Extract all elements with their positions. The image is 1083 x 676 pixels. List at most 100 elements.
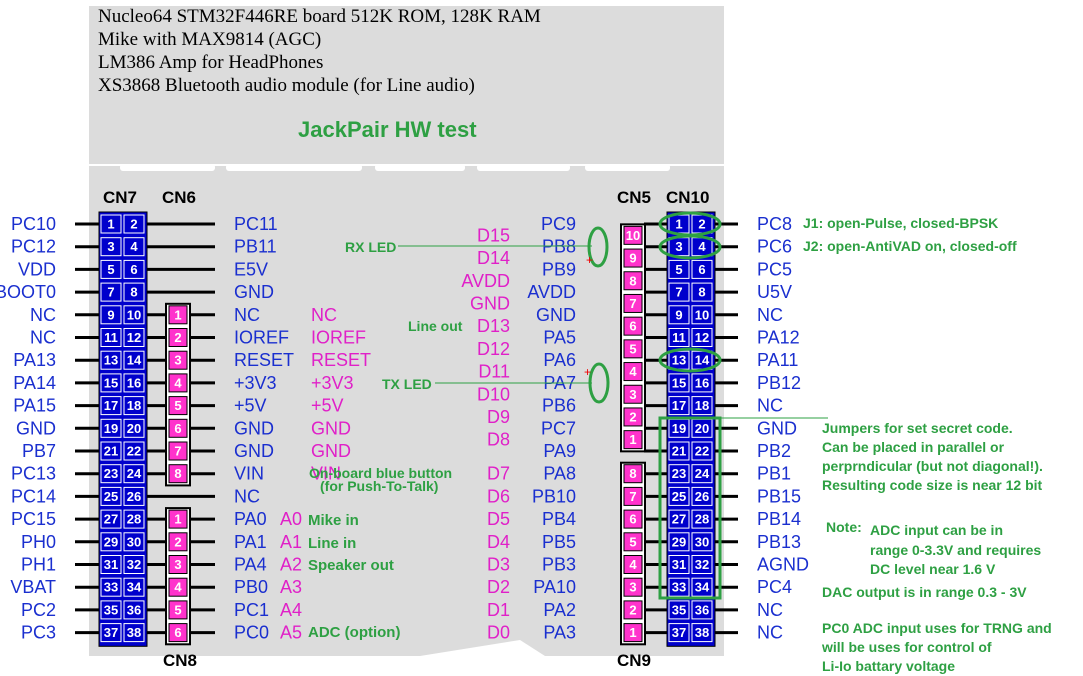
cn10-right-pin-label: PB2 [757, 441, 791, 461]
cn10-right-pin-label: U5V [757, 282, 792, 302]
cn7-pin-number: 4 [130, 239, 138, 254]
cn5-pin-box [623, 293, 643, 313]
cn9-pin-box [623, 555, 643, 574]
cn7-pin-number: 18 [127, 398, 141, 413]
cn10-pin-box [668, 464, 690, 484]
cn7-pin-box [100, 305, 122, 325]
j1-note: J1: open-Pulse, closed-BPSK [803, 215, 998, 231]
cn10-pin-number: 22 [695, 444, 709, 459]
cn9-arduino-label: D6 [487, 486, 510, 506]
cn8-arduino-label: A5 [280, 623, 302, 643]
cn7-pin-number: 9 [107, 307, 114, 322]
cn8-pin-number: 1 [174, 512, 181, 527]
cn9-arduino-label: D2 [487, 577, 510, 597]
cn10-pin-box [668, 532, 690, 552]
cn7-pin-box [123, 441, 145, 461]
note-line-1: ADC input can be in [870, 522, 1003, 538]
cn10-pin-box [691, 396, 713, 416]
cn10-pin-box [691, 464, 713, 484]
cn7-pin-box [123, 555, 145, 574]
cn7-left-pin-label: PH1 [21, 555, 56, 575]
cn5-pin-number: 7 [629, 296, 636, 311]
cn10-pin-box [691, 577, 713, 597]
cn7-pin-number: 31 [104, 557, 118, 572]
cn7-pin-box [100, 282, 122, 302]
cn6-arduino-label: GND [311, 418, 351, 438]
cn7-pin-box [123, 623, 145, 643]
cn10-pin-box [668, 282, 690, 302]
cn9-pin-box [623, 464, 643, 484]
cn10-right-pin-label: PC8 [757, 214, 792, 234]
cn7-pin-number: 8 [130, 285, 137, 300]
cn7-pin-box [100, 532, 122, 552]
cn5-arduino-label: D15 [477, 225, 510, 245]
cn10-pin-number: 38 [695, 625, 709, 640]
cn10-pin-number: 11 [672, 330, 686, 345]
cn10-right-pin-label: PB1 [757, 464, 791, 484]
trng-note-1: PC0 ADC input uses for TRNG and [822, 620, 1052, 636]
cn7-pin-box [123, 464, 145, 484]
line-in-label: Line in [308, 535, 356, 552]
cn5-arduino-label: D8 [487, 430, 510, 450]
cn7-right-pin-label: NC [234, 486, 260, 506]
trng-note-2: will be uses for control of [821, 639, 992, 655]
cn7-right-pin-label: +5V [234, 396, 267, 416]
svg-text:+: + [586, 253, 593, 267]
cn7-pin-number: 14 [127, 353, 142, 368]
cn5-pin-box [623, 248, 643, 268]
cn10-pin-number: 27 [672, 512, 686, 527]
cn7-pin-number: 27 [104, 512, 118, 527]
cn7-pin-box [123, 418, 145, 438]
cn7-pin-box [100, 600, 122, 620]
cn7-left-pin-label: VDD [18, 259, 56, 279]
cn10-left-pin-label: PA8 [543, 464, 576, 484]
cn10-right-pin-label: PC6 [757, 237, 792, 257]
cn7-left-pin-label: PC3 [21, 623, 56, 643]
cn7-pin-box [100, 259, 122, 279]
polarity-marks: + + [584, 253, 593, 379]
cn7-pin-box [123, 350, 145, 370]
cn7-pin-number: 7 [107, 285, 114, 300]
cn5-pin-number: 3 [629, 387, 636, 402]
trng-note-3: Li-Io battary voltage [822, 658, 955, 674]
cn7-pin-number: 1 [107, 217, 114, 232]
cn7-right-pin-label: GND [234, 418, 274, 438]
cn6-pin-box [168, 328, 188, 347]
cn8-pin-box [168, 532, 188, 552]
svg-text:+: + [584, 365, 591, 379]
line-out-label: Line out [408, 318, 463, 334]
cn5-pin-number: 9 [629, 251, 636, 266]
cn10-left-pin-label: PA9 [543, 441, 576, 461]
secret-code-jumper-box [658, 416, 722, 600]
cn10-pin-number: 4 [698, 239, 706, 254]
cn7-pin-box [123, 305, 145, 325]
cn10-pin-box [691, 328, 713, 347]
cn9-label: CN9 [617, 651, 651, 670]
cn7-pin-number: 13 [104, 353, 118, 368]
cn9-pin-box [623, 577, 643, 597]
cn5-pin-box [623, 225, 643, 245]
cn10-pin-box [668, 509, 690, 529]
cn7-pin-number: 3 [107, 239, 114, 254]
cn7-right-pin-label: PA1 [234, 532, 267, 552]
cn7-left-pin-label: PC15 [11, 509, 56, 529]
cn10-left-pin-label: PA6 [543, 350, 576, 370]
cn9-pin-number: 3 [629, 580, 636, 595]
cn6-arduino-label: VIN [311, 464, 341, 484]
cn10-left-pin-label: PB4 [542, 509, 576, 529]
cn10-pin-box [668, 373, 690, 393]
cn10-pin-number: 31 [672, 557, 686, 572]
cn7-pin-box [100, 577, 122, 597]
jumpers-note-3: perprndicular (but not diagonal!). [822, 458, 1043, 474]
cn7-pin-box [100, 214, 122, 234]
cn8-arduino-label: A1 [280, 532, 302, 552]
cn7-left-pin-label: PA14 [13, 373, 56, 393]
cn10-pin-box [691, 305, 713, 325]
cn10-pin-box [691, 282, 713, 302]
cn10-label: CN10 [666, 188, 709, 207]
mike-in-label: Mike in [308, 512, 359, 529]
cn7-left-pin-label: PC2 [21, 600, 56, 620]
cn7-right-pin-label: GND [234, 441, 274, 461]
cn10-left-pin-label: GND [536, 305, 576, 325]
cn9-pin-number: 8 [629, 466, 636, 481]
